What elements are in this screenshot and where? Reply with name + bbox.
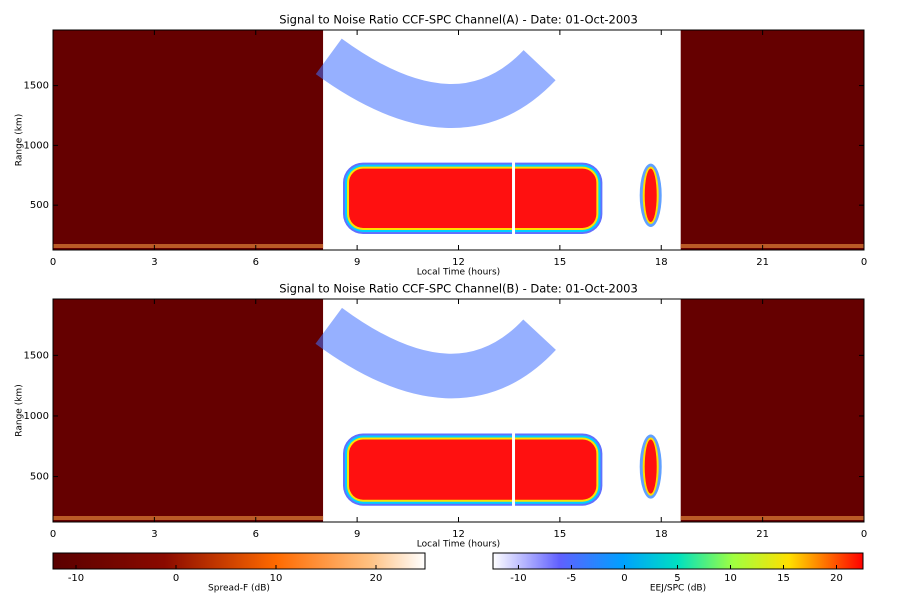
x-tick-label: 9 <box>354 529 360 540</box>
colorbar-tick-label: -10 <box>510 573 526 584</box>
y-axis-label: Range (km) <box>15 114 25 166</box>
echo-layer <box>349 168 597 228</box>
x-tick-label: 6 <box>253 529 259 540</box>
night-block <box>53 299 324 522</box>
x-tick-label: 12 <box>452 257 465 268</box>
x-tick-label: 18 <box>655 257 668 268</box>
ground-echo <box>53 244 324 248</box>
colorbar-tick-label: 15 <box>777 573 790 584</box>
y-tick-label: 1000 <box>24 140 49 151</box>
x-tick-label: 21 <box>756 257 769 268</box>
colorbar-tick-label: 20 <box>830 573 843 584</box>
echo-layer <box>644 439 657 494</box>
x-tick-label: 15 <box>554 529 567 540</box>
x-tick-label: 21 <box>756 529 769 540</box>
ground-echo <box>53 516 324 520</box>
colorbar-tick-label: -10 <box>68 573 84 584</box>
spread-arc <box>315 38 556 128</box>
x-axis-label: Local Time (hours) <box>417 268 500 278</box>
x-tick-label: 3 <box>151 257 157 268</box>
echo-layer <box>349 439 597 500</box>
colorbar-tick-label: 20 <box>370 573 383 584</box>
y-tick-label: 1500 <box>24 350 49 361</box>
y-tick-label: 500 <box>30 200 49 211</box>
colorbar-tick-label: 0 <box>173 573 179 584</box>
x-axis-label: Local Time (hours) <box>417 540 500 550</box>
x-tick-label: 6 <box>253 257 259 268</box>
y-axis-label: Range (km) <box>15 384 25 436</box>
colorbar-label: EEJ/SPC (dB) <box>650 584 706 594</box>
ground-echo <box>680 516 864 520</box>
colorbar-tick-label: 0 <box>621 573 627 584</box>
night-block <box>53 30 324 250</box>
x-tick-label: 0 <box>50 529 56 540</box>
spread-arc <box>315 307 556 399</box>
night-block <box>680 30 864 250</box>
colorbar-tick-label: 10 <box>270 573 283 584</box>
echo-layer <box>644 168 657 223</box>
x-tick-label: 3 <box>151 529 157 540</box>
colorbar-label: Spread-F (dB) <box>208 584 270 594</box>
colorbar-tick-label: 5 <box>674 573 680 584</box>
heatmap-field <box>53 299 864 522</box>
heatmap-field <box>53 30 864 250</box>
y-tick-label: 1000 <box>24 411 49 422</box>
x-tick-label: 0 <box>861 529 867 540</box>
ground-echo <box>680 244 864 248</box>
x-tick-label: 18 <box>655 529 668 540</box>
x-tick-label: 15 <box>554 257 567 268</box>
x-tick-label: 9 <box>354 257 360 268</box>
data-gap <box>512 160 516 236</box>
x-tick-label: 0 <box>861 257 867 268</box>
data-gap <box>512 431 516 508</box>
colorbar-tick-label: -5 <box>566 573 576 584</box>
colorbar <box>52 552 426 570</box>
x-tick-label: 0 <box>50 257 56 268</box>
colorbar-tick-label: 10 <box>724 573 737 584</box>
chart-title: Signal to Noise Ratio CCF-SPC Channel(A)… <box>279 13 638 27</box>
night-block <box>680 299 864 522</box>
y-tick-label: 1500 <box>24 81 49 92</box>
colorbar <box>492 552 864 570</box>
chart-title: Signal to Noise Ratio CCF-SPC Channel(B)… <box>279 282 638 296</box>
x-tick-label: 12 <box>452 529 465 540</box>
y-tick-label: 500 <box>30 472 49 483</box>
